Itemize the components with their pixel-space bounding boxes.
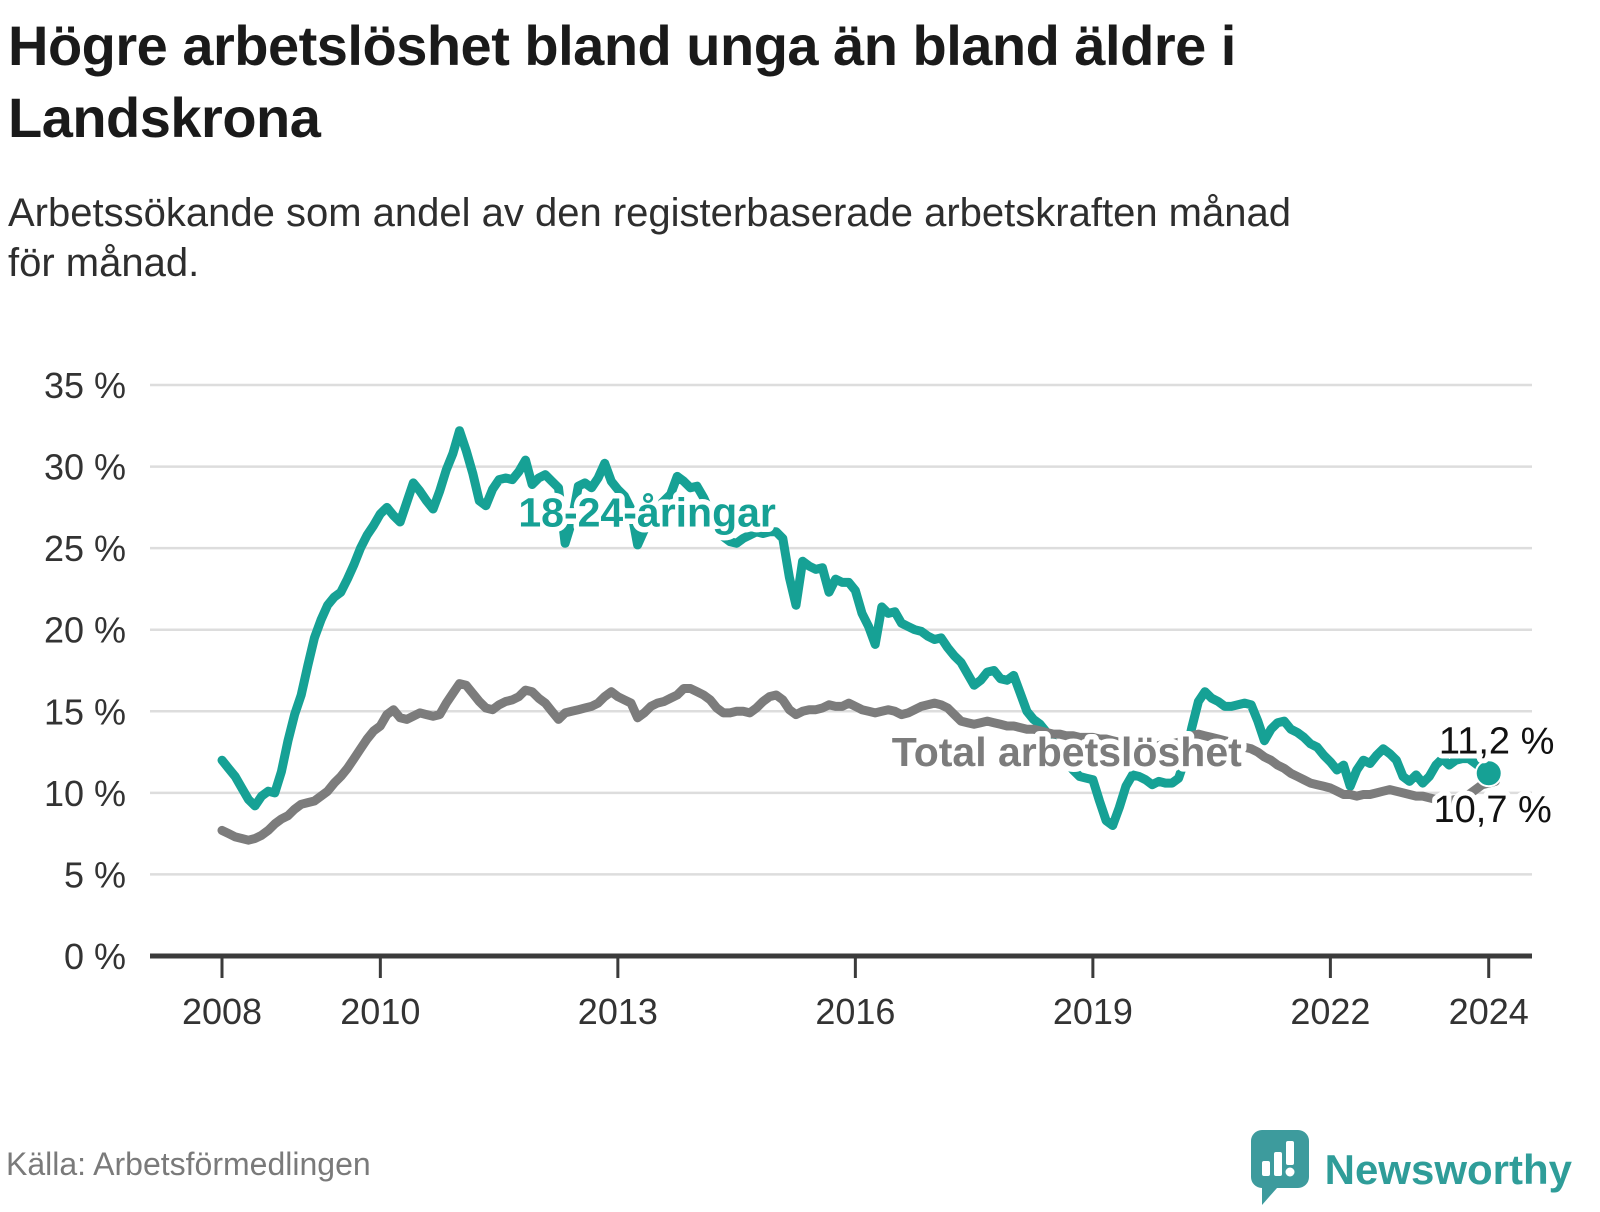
y-axis-tick-label: 0 % <box>64 936 126 977</box>
source-note: Källa: Arbetsförmedlingen <box>6 1146 371 1182</box>
series-line <box>217 679 1500 845</box>
chart-subtitle-line-2: för månad. <box>8 241 200 285</box>
chart-title-line-2: Landskrona <box>8 85 321 149</box>
x-axis-tick-label: 2008 <box>182 991 262 1032</box>
series-label: Total arbetslöshet <box>892 729 1242 775</box>
series-end-value-label: 11,2 % <box>1439 721 1554 763</box>
chart-title-line-1: Högre arbetslöshet bland unga än bland ä… <box>8 14 1236 77</box>
newsworthy-brand: Newsworthy <box>1249 1128 1572 1212</box>
y-axis-tick-label: 35 % <box>44 365 126 406</box>
series-line <box>217 426 1494 830</box>
brand-name: Newsworthy <box>1324 1146 1572 1193</box>
newsworthy-pin-barchart-icon <box>1250 1130 1309 1205</box>
y-axis-tick-label: 5 % <box>64 854 126 895</box>
x-axis-tick-label: 2010 <box>340 991 420 1032</box>
series-end-dot <box>1474 759 1503 788</box>
line-chart: 0 % 5 % 10 % 15 % 20 % 25 % 30 % 35 % 2008 2010 20… <box>44 365 1559 1032</box>
y-axis-tick-label: 30 % <box>44 447 126 488</box>
chart-subtitle: Arbetssökande som andel av den registerb… <box>8 188 1291 288</box>
x-axis-tick-label: 2019 <box>1053 991 1133 1032</box>
x-axis-tick-label: 2024 <box>1449 991 1529 1032</box>
x-axis-tick-label: 2013 <box>578 991 658 1032</box>
series-label: 18-24-åringar <box>518 489 776 535</box>
y-axis-tick-label: 20 % <box>44 610 126 651</box>
y-axis-tick-label: 25 % <box>44 528 126 569</box>
x-axis-tick-label: 2022 <box>1290 991 1370 1032</box>
chart-title: Högre arbetslöshet bland unga än bland ä… <box>8 10 1236 153</box>
y-axis-tick-label: 15 % <box>44 691 126 732</box>
x-axis-tick-label: 2016 <box>815 991 895 1032</box>
y-axis-tick-label: 10 % <box>44 773 126 814</box>
series-end-value-label: 10,7 % <box>1434 789 1552 831</box>
chart-subtitle-line-1: Arbetssökande som andel av den registerb… <box>8 191 1291 235</box>
